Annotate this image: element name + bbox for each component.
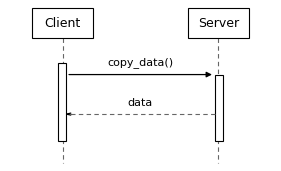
FancyBboxPatch shape <box>58 63 66 141</box>
FancyBboxPatch shape <box>32 8 93 38</box>
Text: data: data <box>128 98 153 108</box>
FancyBboxPatch shape <box>188 8 249 38</box>
Text: Client: Client <box>44 17 81 30</box>
Text: Server: Server <box>198 17 239 30</box>
Text: copy_data(): copy_data() <box>107 57 174 68</box>
FancyBboxPatch shape <box>215 75 223 141</box>
